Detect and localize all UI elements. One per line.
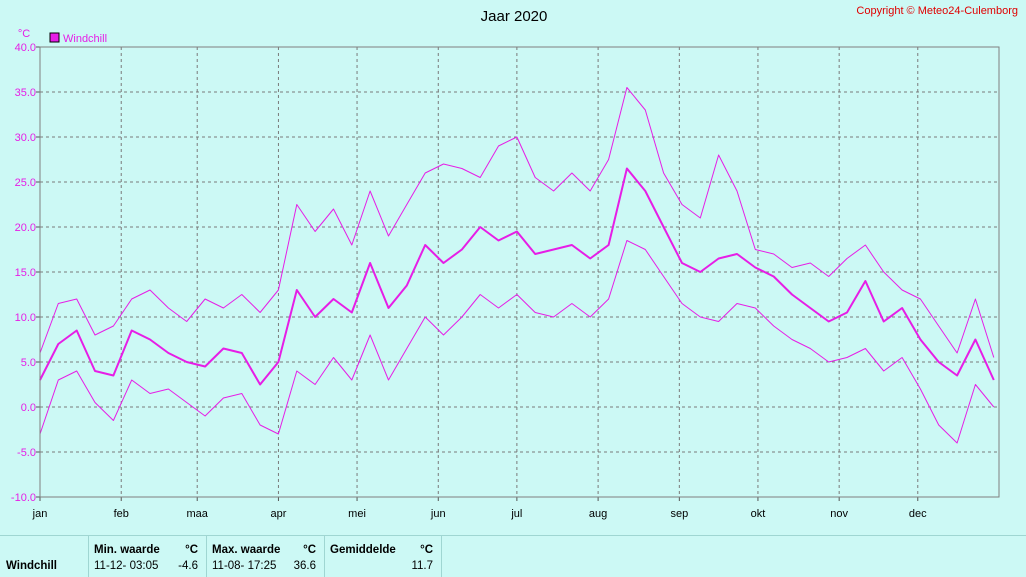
stats-avg-cell: Gemiddelde °C 11.7 bbox=[324, 536, 442, 577]
stats-avg-header: Gemiddelde bbox=[330, 544, 396, 556]
stats-label-cell: Windchill bbox=[0, 536, 89, 577]
legend-label: Windchill bbox=[63, 33, 107, 45]
legend: Windchill bbox=[49, 32, 107, 45]
y-tick-label: 0.0 bbox=[21, 402, 36, 414]
y-tick-label: 20.0 bbox=[15, 222, 36, 234]
stats-min-unit: °C bbox=[185, 544, 198, 556]
gridlines bbox=[40, 47, 999, 497]
y-tick-label: 25.0 bbox=[15, 177, 36, 189]
stats-min-time: 11-12- 03:05 bbox=[94, 560, 159, 572]
stats-max-cell: Max. waarde °C 11-08- 17:25 36.6 bbox=[206, 536, 325, 577]
stats-min-value: -4.6 bbox=[178, 560, 198, 572]
legend-swatch bbox=[49, 32, 60, 43]
x-tick-label: okt bbox=[751, 508, 766, 520]
series-line-daily-max bbox=[39, 87, 995, 358]
statistics-table: Windchill Min. waarde °C 11-12- 03:05 -4… bbox=[0, 535, 1026, 577]
stats-min-header: Min. waarde bbox=[94, 544, 160, 556]
x-tick-label: feb bbox=[114, 508, 129, 520]
x-tick-label: mei bbox=[348, 508, 366, 520]
stats-avg-value: 11.7 bbox=[411, 560, 433, 572]
x-tick-label: maa bbox=[187, 508, 209, 520]
series-line-daily-mean bbox=[39, 167, 995, 386]
y-tick-label: 5.0 bbox=[21, 357, 36, 369]
x-tick-label: apr bbox=[270, 508, 286, 520]
series-line-daily-min bbox=[39, 240, 995, 444]
y-tick-label: 35.0 bbox=[15, 87, 36, 99]
chart-title: Jaar 2020 bbox=[481, 8, 548, 25]
y-tick-label: 15.0 bbox=[15, 267, 36, 279]
x-tick-label: nov bbox=[830, 508, 848, 520]
stats-max-header: Max. waarde bbox=[212, 544, 281, 556]
x-tick-label: jun bbox=[430, 508, 446, 520]
chart-area: Jaar 2020 °C Windchill -10.0 -5.0 0.0 5.0 10… bbox=[11, 8, 1000, 520]
x-tick-label: jul bbox=[510, 508, 522, 520]
plot-frame bbox=[39, 46, 1000, 498]
stats-row-label: Windchill bbox=[6, 560, 58, 572]
stats-max-unit: °C bbox=[303, 544, 316, 556]
x-tick-label: sep bbox=[670, 508, 688, 520]
stats-max-time: 11-08- 17:25 bbox=[212, 560, 277, 572]
stats-min-cell: Min. waarde °C 11-12- 03:05 -4.6 bbox=[88, 536, 207, 577]
stats-max-value: 36.6 bbox=[293, 560, 316, 572]
y-tick-label: -5.0 bbox=[17, 447, 36, 459]
x-tick-label: aug bbox=[589, 508, 607, 520]
y-tick-label: 40.0 bbox=[15, 42, 36, 54]
series-lines bbox=[39, 87, 995, 444]
x-tick-label: dec bbox=[909, 508, 927, 520]
y-axis-unit-label: °C bbox=[18, 28, 30, 40]
copyright-notice: Copyright © Meteo24-Culemborg bbox=[856, 5, 1018, 17]
axes: -10.0 -5.0 0.0 5.0 10.0 15.0 20.0 25.0 30.0 35.0 4… bbox=[11, 42, 1000, 520]
y-tick-label: -10.0 bbox=[11, 492, 36, 504]
x-tick-label: jan bbox=[32, 508, 48, 520]
y-tick-label: 10.0 bbox=[15, 312, 36, 324]
stats-avg-unit: °C bbox=[420, 544, 433, 556]
y-tick-label: 30.0 bbox=[15, 132, 36, 144]
